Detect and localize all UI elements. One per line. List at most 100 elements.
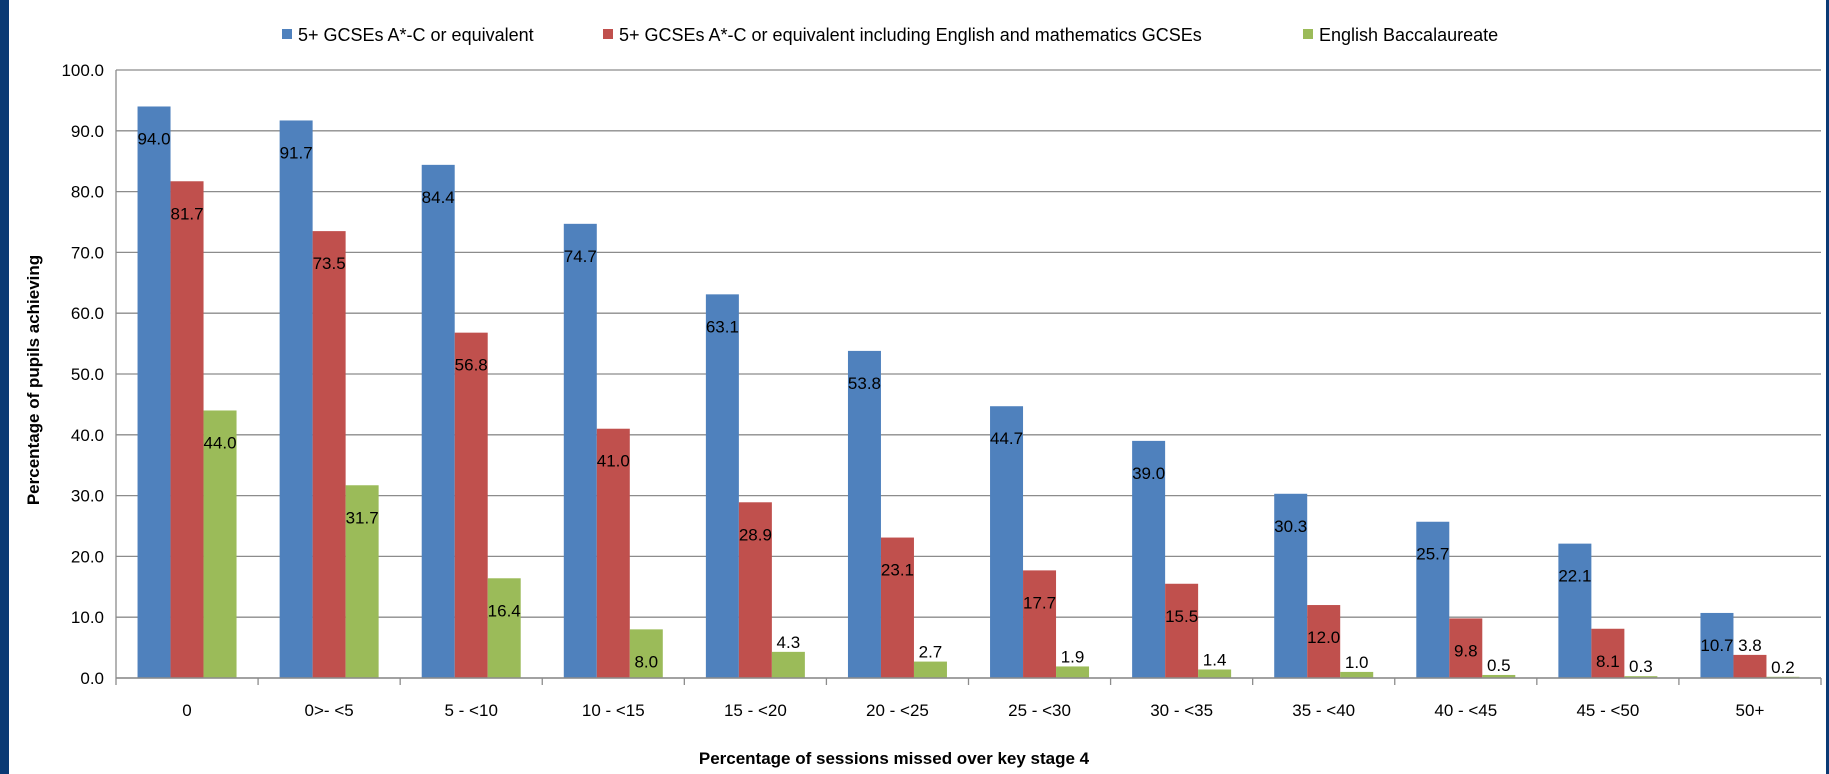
bar-series-3-7	[1198, 669, 1232, 678]
y-tick-label: 0.0	[80, 669, 104, 688]
x-axis-title: Percentage of sessions missed over key s…	[699, 749, 1090, 768]
data-label-series-2-6: 17.7	[1023, 593, 1056, 612]
x-tick-label: 25 - <30	[1008, 701, 1071, 720]
data-label-series-1-5: 53.8	[848, 374, 881, 393]
bar-series-3-10	[1624, 676, 1658, 678]
data-label-series-1-10: 22.1	[1558, 567, 1591, 586]
legend-swatch-series-1	[282, 29, 292, 39]
bar-series-1-4	[705, 294, 739, 678]
data-label-series-3-4: 4.3	[777, 633, 801, 652]
data-label-series-3-7: 1.4	[1203, 650, 1227, 669]
x-tick-label: 0>- <5	[305, 701, 354, 720]
y-axis-title: Percentage of pupils achieving	[24, 255, 43, 505]
gridlines	[116, 69, 1821, 679]
data-label-series-3-8: 1.0	[1345, 653, 1369, 672]
data-label-series-1-11: 10.7	[1700, 636, 1733, 655]
bar-series-2-9	[1449, 618, 1483, 678]
bar-series-1-0	[137, 106, 171, 679]
bar-series-2-0	[170, 181, 204, 679]
data-label-series-3-0: 44.0	[203, 433, 236, 452]
y-tick-label: 100.0	[61, 61, 104, 80]
x-tick-label: 15 - <20	[724, 701, 787, 720]
x-tick-label: 20 - <25	[866, 701, 929, 720]
data-label-series-3-9: 0.5	[1487, 656, 1511, 675]
data-label-series-2-8: 12.0	[1307, 628, 1340, 647]
x-tick-label: 35 - <40	[1292, 701, 1355, 720]
y-axis: 0.0 10.0 20.0 30.0 40.0 50.0 60.0 70.0 80.0 90.0 1…	[61, 61, 117, 688]
bar-series-2-7	[1165, 583, 1199, 678]
bar-series-1-9	[1416, 521, 1450, 678]
x-tick-label: 10 - <15	[582, 701, 645, 720]
bar-series-3-1	[345, 485, 379, 678]
data-label-series-3-5: 2.7	[919, 643, 943, 662]
bar-series-1-6	[990, 406, 1024, 678]
data-label-series-2-10: 8.1	[1596, 652, 1620, 671]
data-label-series-1-3: 74.7	[564, 247, 597, 266]
data-label-series-2-1: 73.5	[313, 254, 346, 273]
data-label-series-3-2: 16.4	[488, 601, 521, 620]
y-tick-label: 20.0	[71, 547, 104, 566]
bar-series-3-0	[203, 410, 237, 678]
bar-series-2-1	[312, 231, 346, 678]
legend-label-series-2: 5+ GCSEs A*-C or equivalent including En…	[619, 25, 1202, 45]
bar-chart: 5+ GCSEs A*-C or equivalent 5+ GCSEs A*-C…	[24, 25, 1822, 768]
x-tick-label: 50+	[1736, 701, 1765, 720]
data-label-series-3-3: 8.0	[634, 652, 658, 671]
data-label-series-1-8: 30.3	[1274, 517, 1307, 536]
bar-series-2-4	[738, 502, 772, 678]
data-labels: 94.0 81.7 44.0 91.7 73.5 31.7 84.4 56.8 16.4 74.7…	[137, 129, 1794, 676]
data-label-series-2-9: 9.8	[1454, 641, 1478, 660]
data-label-series-1-2: 84.4	[422, 188, 455, 207]
bar-series-3-8	[1340, 671, 1374, 678]
legend-label-series-3: English Baccalaureate	[1319, 25, 1498, 45]
y-tick-label: 80.0	[71, 183, 104, 202]
bar-series-1-2	[421, 164, 455, 678]
x-tick-label: 45 - <50	[1576, 701, 1639, 720]
bar-series-1-10	[1558, 543, 1592, 678]
bar-series-1-11	[1700, 612, 1734, 678]
legend-label-series-1: 5+ GCSEs A*-C or equivalent	[298, 25, 534, 45]
bar-series-1-3	[563, 223, 597, 678]
data-label-series-2-5: 23.1	[881, 561, 914, 580]
y-tick-label: 90.0	[71, 122, 104, 141]
bar-series-1-5	[847, 350, 881, 678]
data-label-series-1-9: 25.7	[1416, 545, 1449, 564]
bar-series-3-6	[1056, 666, 1090, 678]
data-label-series-1-7: 39.0	[1132, 464, 1165, 483]
bar-series-3-9	[1482, 674, 1516, 678]
legend: 5+ GCSEs A*-C or equivalent 5+ GCSEs A*-C…	[282, 25, 1498, 45]
data-label-series-1-1: 91.7	[280, 143, 313, 162]
x-axis: 0 0>- <5 5 - <10 10 - <15 15 - <20 20 - <25 25…	[115, 677, 1822, 720]
bar-series-2-5	[880, 537, 914, 678]
y-tick-label: 40.0	[71, 426, 104, 445]
y-tick-label: 30.0	[71, 487, 104, 506]
data-label-series-2-4: 28.9	[739, 525, 772, 544]
bar-series-2-2	[454, 332, 488, 678]
data-label-series-2-3: 41.0	[597, 452, 630, 471]
bar-series-2-8	[1307, 605, 1341, 678]
x-tick-label: 40 - <45	[1434, 701, 1497, 720]
bar-series-2-11	[1733, 654, 1767, 678]
data-label-series-3-1: 31.7	[346, 508, 379, 527]
data-label-series-3-11: 0.2	[1771, 658, 1795, 677]
y-tick-label: 50.0	[71, 365, 104, 384]
x-tick-label: 5 - <10	[445, 701, 498, 720]
x-tick-label: 30 - <35	[1150, 701, 1213, 720]
bar-series-3-4	[771, 651, 805, 678]
data-label-series-1-0: 94.0	[137, 129, 170, 148]
bar-series-3-3	[629, 629, 663, 678]
bar-series-2-6	[1023, 570, 1057, 678]
data-label-series-2-7: 15.5	[1165, 607, 1198, 626]
y-tick-label: 70.0	[71, 243, 104, 262]
x-tick-label: 0	[182, 701, 191, 720]
legend-swatch-series-2	[603, 29, 613, 39]
legend-swatch-series-3	[1303, 29, 1313, 39]
data-label-series-1-4: 63.1	[706, 317, 739, 336]
data-label-series-3-6: 1.9	[1061, 647, 1085, 666]
bar-series-3-2	[487, 578, 521, 678]
data-label-series-1-6: 44.7	[990, 429, 1023, 448]
bars	[137, 106, 1800, 679]
chart-frame: 5+ GCSEs A*-C or equivalent 5+ GCSEs A*-C…	[9, 0, 1826, 774]
y-tick-label: 60.0	[71, 304, 104, 323]
y-tick-label: 10.0	[71, 608, 104, 627]
